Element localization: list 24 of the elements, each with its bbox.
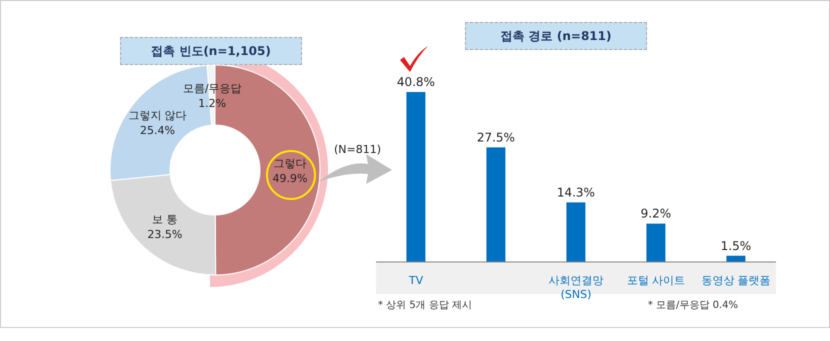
data-label: 25.4% (140, 124, 175, 137)
chart-title: 접촉 빈도(n=1,105) (120, 37, 302, 65)
data-label: 23.5% (147, 228, 182, 241)
text: * 모름/무응답 0.4% (648, 299, 738, 312)
x-tick-label: 사회연결망 (SNS) (548, 274, 604, 301)
x-tick-label: 포털 사이트 (626, 274, 686, 287)
data-label: 1.5% (720, 238, 752, 253)
data-label: 9.2% (640, 206, 672, 221)
bar (406, 92, 426, 262)
data-label: 40.8% (396, 75, 435, 89)
data-label: 14.3% (556, 185, 595, 200)
slice-label: 그렇다 (274, 156, 306, 170)
x-tick-label: TV (408, 274, 424, 287)
text: * 상위 5개 응답 제시 (378, 299, 472, 312)
data-label: 49.9% (272, 172, 308, 185)
bar (646, 224, 666, 262)
annotation: (N=811) (334, 143, 382, 156)
slice-label: 보 통 (152, 212, 178, 226)
bar (566, 202, 586, 262)
x-tick-label: 동영상 플랫폼 (701, 274, 771, 287)
data-label: 27.5% (476, 130, 515, 144)
bar (486, 147, 506, 262)
slice-label: 그렇지 않다 (128, 108, 187, 122)
chart-title: 접촉 경로 (n=811) (465, 22, 647, 50)
